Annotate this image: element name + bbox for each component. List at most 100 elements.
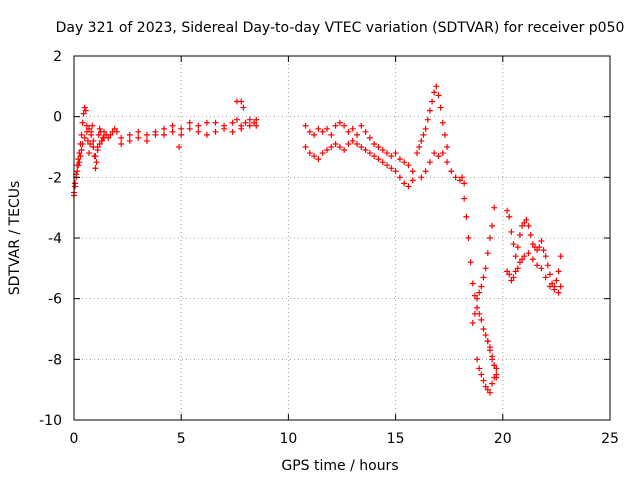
grid-lines (74, 56, 610, 420)
data-point (435, 92, 442, 99)
data-point (80, 110, 87, 117)
data-point (536, 244, 543, 251)
data-point (469, 319, 476, 326)
data-point (87, 140, 94, 147)
data-point (525, 250, 532, 257)
data-point (396, 156, 403, 163)
data-point (354, 140, 361, 147)
data-point (489, 222, 496, 229)
data-point (113, 128, 120, 135)
data-point (349, 125, 356, 132)
data-point (240, 104, 247, 111)
data-point (233, 116, 240, 123)
data-point (433, 83, 440, 90)
data-point (544, 262, 551, 269)
data-point (135, 128, 142, 135)
data-point (448, 168, 455, 175)
data-point (409, 168, 416, 175)
data-point (480, 377, 487, 384)
data-point (493, 365, 500, 372)
x-tick-label: 10 (279, 431, 297, 447)
y-tick-label: 0 (53, 110, 62, 126)
data-point (311, 153, 318, 160)
data-point (366, 134, 373, 141)
x-tick-label: 15 (387, 431, 405, 447)
data-point (246, 116, 253, 123)
data-point (203, 131, 210, 138)
x-tick-label: 0 (70, 431, 79, 447)
data-point (431, 150, 438, 157)
data-point (242, 119, 249, 126)
data-point (516, 231, 523, 238)
data-point (341, 122, 348, 129)
data-point (476, 289, 483, 296)
data-point (75, 156, 82, 163)
data-point (418, 174, 425, 181)
data-point (90, 137, 97, 144)
data-point (229, 119, 236, 126)
data-point (345, 140, 352, 147)
data-point (79, 140, 86, 147)
data-point (469, 280, 476, 287)
data-point (504, 207, 511, 214)
data-point (358, 122, 365, 129)
data-point (426, 107, 433, 114)
data-point (486, 347, 493, 354)
data-point (439, 119, 446, 126)
data-point (101, 128, 108, 135)
data-point (529, 256, 536, 263)
data-point (384, 162, 391, 169)
data-point (349, 137, 356, 144)
data-point (519, 222, 526, 229)
data-point (482, 265, 489, 272)
data-point (489, 356, 496, 363)
data-point (510, 241, 517, 248)
data-point (375, 156, 382, 163)
x-tick-label: 5 (177, 431, 186, 447)
data-point (538, 238, 545, 245)
data-point (527, 231, 534, 238)
data-point (542, 274, 549, 281)
data-point (336, 144, 343, 150)
data-point (315, 156, 322, 163)
data-point (510, 274, 517, 281)
data-point (388, 153, 395, 160)
data-point (521, 253, 528, 260)
data-point (379, 159, 386, 166)
data-point (557, 283, 564, 290)
data-point (341, 147, 348, 154)
data-point (534, 247, 541, 254)
data-point (79, 119, 86, 126)
data-point (94, 147, 101, 154)
data-point (523, 216, 530, 223)
data-point (401, 180, 408, 187)
data-point (379, 147, 386, 154)
data-point (401, 159, 408, 166)
data-point (529, 241, 536, 248)
data-point (76, 150, 83, 157)
data-point (384, 150, 391, 157)
data-point (203, 119, 210, 126)
y-axis-label: SDTVAR / TECUs (7, 181, 23, 296)
data-point (553, 277, 560, 284)
data-point (480, 274, 487, 281)
data-point (332, 140, 339, 147)
data-point (253, 122, 260, 129)
data-point (508, 228, 515, 235)
data-point (512, 253, 519, 260)
data-point (506, 271, 513, 278)
data-point (491, 362, 498, 369)
data-point (101, 134, 108, 141)
tick-marks (73, 55, 611, 421)
data-point (345, 128, 352, 135)
data-point (480, 326, 487, 332)
data-point (152, 131, 159, 138)
data-point (461, 195, 468, 202)
data-point (478, 371, 485, 378)
data-point (474, 295, 481, 302)
data-point (482, 383, 489, 390)
data-point (534, 262, 541, 269)
data-point (459, 174, 466, 181)
data-point (405, 183, 412, 190)
data-point (161, 131, 168, 138)
